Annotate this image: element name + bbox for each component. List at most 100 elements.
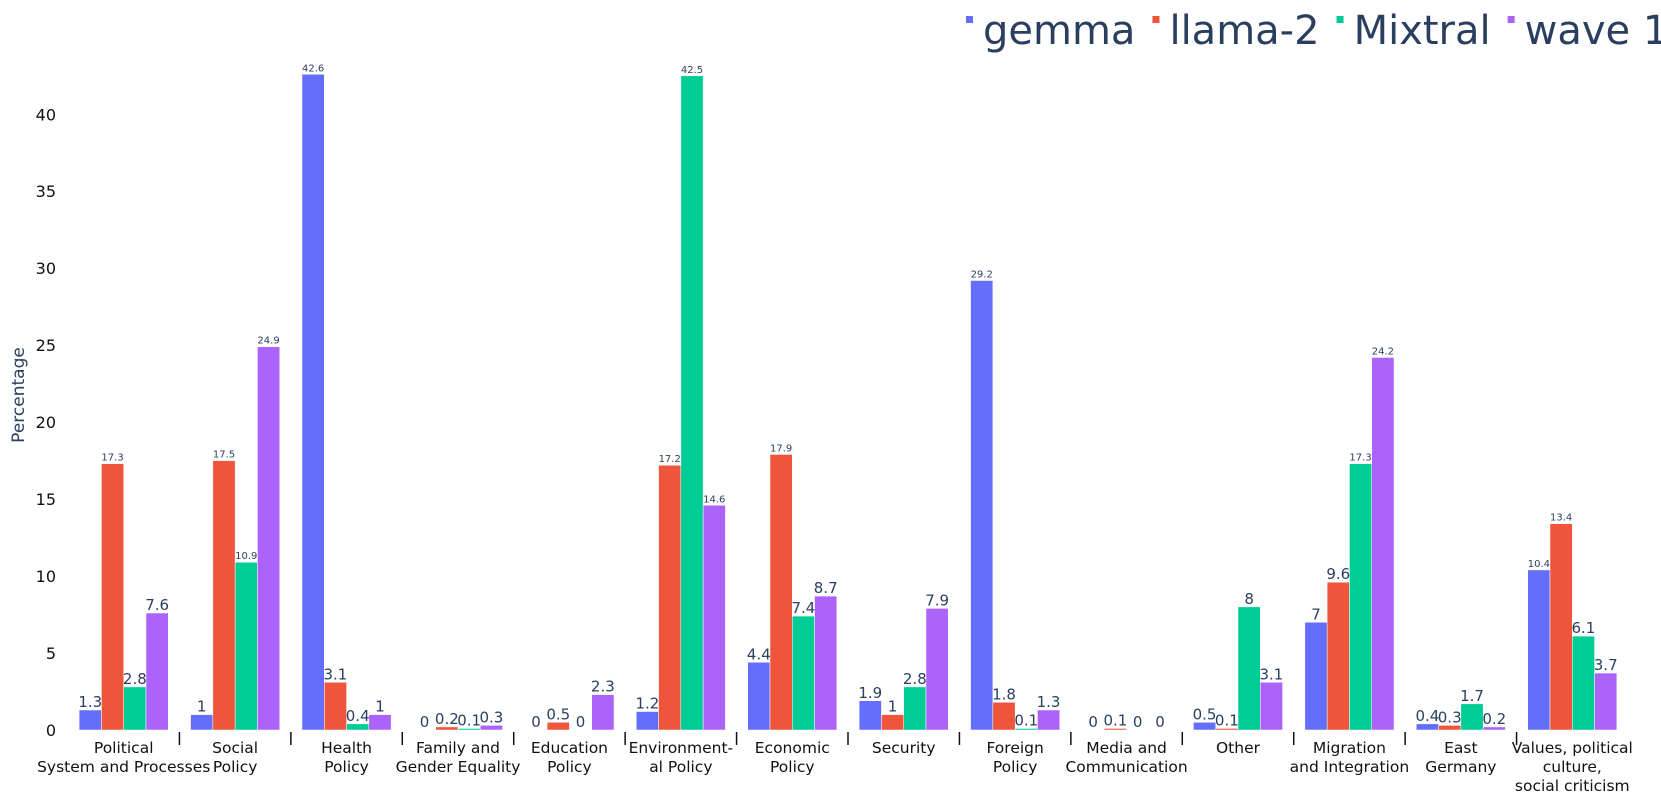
data-label: 0 [1155,713,1165,731]
data-label: 0.5 [1193,705,1217,723]
data-label: 1.3 [78,693,102,711]
bar-wave-12 [1594,672,1618,731]
data-label: 0 [420,713,430,731]
data-label: 42.5 [681,65,703,76]
y-tick-label: 20 [36,413,56,432]
data-label: 0.5 [546,705,570,723]
legend-item: llama-2 [1169,8,1319,54]
y-tick-label: 40 [36,105,56,124]
legend-swatch [966,16,973,23]
x-category-label: Policy [993,758,1038,776]
bar-Mixtral [234,561,258,731]
data-label: 24.2 [1372,346,1394,357]
data-label: 6.1 [1572,619,1596,637]
y-tick-label: 0 [46,721,56,740]
data-label: 7.4 [792,599,816,617]
data-label: 0.1 [1014,711,1038,729]
data-label: 2.8 [903,670,927,688]
x-category-label: Social [212,739,258,757]
bar-gemma [1304,622,1328,731]
x-category-label: Policy [324,758,369,776]
bar-gemma [1527,569,1551,731]
data-label: 1 [888,698,898,716]
legend-item: wave 12 [1525,8,1661,54]
y-tick-label: 10 [36,567,56,586]
data-label: 0.1 [457,711,481,729]
bar-Mixtral [1349,463,1372,731]
data-label: 0 [1133,713,1143,731]
y-axis-title: Percentage [9,347,29,443]
bar-wave-12 [1037,709,1060,731]
x-category-label: East [1444,739,1477,757]
bar-wave-12 [480,725,503,731]
data-label: 0.2 [1482,710,1506,728]
x-category-label: Family and [416,739,500,757]
x-category-label: Environment- [629,739,734,757]
data-label: 0.1 [1215,711,1239,729]
data-label: 13.4 [1550,513,1572,524]
data-label: 8.7 [814,579,838,597]
bar-wave-12 [925,608,949,731]
x-category-label: Education [531,739,608,757]
legend-swatch [1336,16,1344,23]
x-category-label: social criticism [1515,777,1630,795]
bar-wave-12 [1371,357,1395,731]
data-label: 1.8 [992,685,1016,703]
data-label: 0.3 [480,708,504,726]
bar-Mixtral [792,615,815,731]
data-label: 1.2 [636,695,660,713]
bar-llama-2 [769,454,793,731]
legend-item: gemma [983,8,1135,54]
data-labels: 1.3 142.60 01.24.41.929.20 0.570.410.417.3 1… [78,63,1617,731]
bar-llama-2 [212,460,236,731]
bar-Mixtral [123,686,147,731]
bar-llama-2 [1326,581,1350,731]
bar-wave-12 [814,595,838,731]
data-label: 3.7 [1594,656,1618,674]
data-label: 9.6 [1326,565,1350,583]
data-label: 2.8 [123,670,147,688]
y-tick-label: 5 [46,644,56,663]
x-category-label: Values, political [1512,739,1633,757]
bar-gemma [858,700,882,731]
bar-llama-2 [1549,523,1573,731]
data-label: 42.6 [302,63,324,74]
data-label: 10.9 [235,551,257,562]
x-category-label: Health [321,739,372,757]
bar-wave-12 [591,694,615,731]
data-label: 1.3 [1037,693,1061,711]
x-category-label: Policy [547,758,592,776]
x-category-label: Policy [770,758,815,776]
bar-Mixtral [1572,635,1595,731]
bar-gemma [970,280,994,731]
data-label: 0.2 [435,710,459,728]
legend[interactable]: gemma llama-2 Mixtral wave 12 [966,8,1661,54]
bar-gemma [747,662,771,731]
data-label: 14.6 [703,494,725,505]
bar-wave-12 [702,505,726,731]
y-tick-label: 30 [36,259,56,278]
bar-Mixtral [1460,703,1484,731]
data-label: 1 [375,698,385,716]
data-label: 7.6 [145,596,169,614]
data-label: 8 [1244,590,1254,608]
x-category-label: Communication [1065,758,1187,776]
data-label: 0.4 [1416,707,1440,725]
x-category-label: al Policy [649,758,712,776]
x-category-label: Migration [1313,739,1386,757]
data-label: 0.1 [1104,711,1128,729]
data-label: 0.3 [1438,708,1462,726]
y-tick-label: 35 [36,182,56,201]
x-category-label: System and Processes [37,758,210,776]
x-category-label: and Integration [1290,758,1410,776]
data-label: 0 [576,713,586,731]
data-label: 17.2 [659,454,681,465]
bar-wave-12 [1482,726,1506,731]
bar-wave-12 [368,714,392,731]
bar-gemma [78,709,102,731]
legend-swatch [1152,16,1160,23]
bar-llama-2 [992,702,1016,731]
bar-gemma [190,714,214,731]
